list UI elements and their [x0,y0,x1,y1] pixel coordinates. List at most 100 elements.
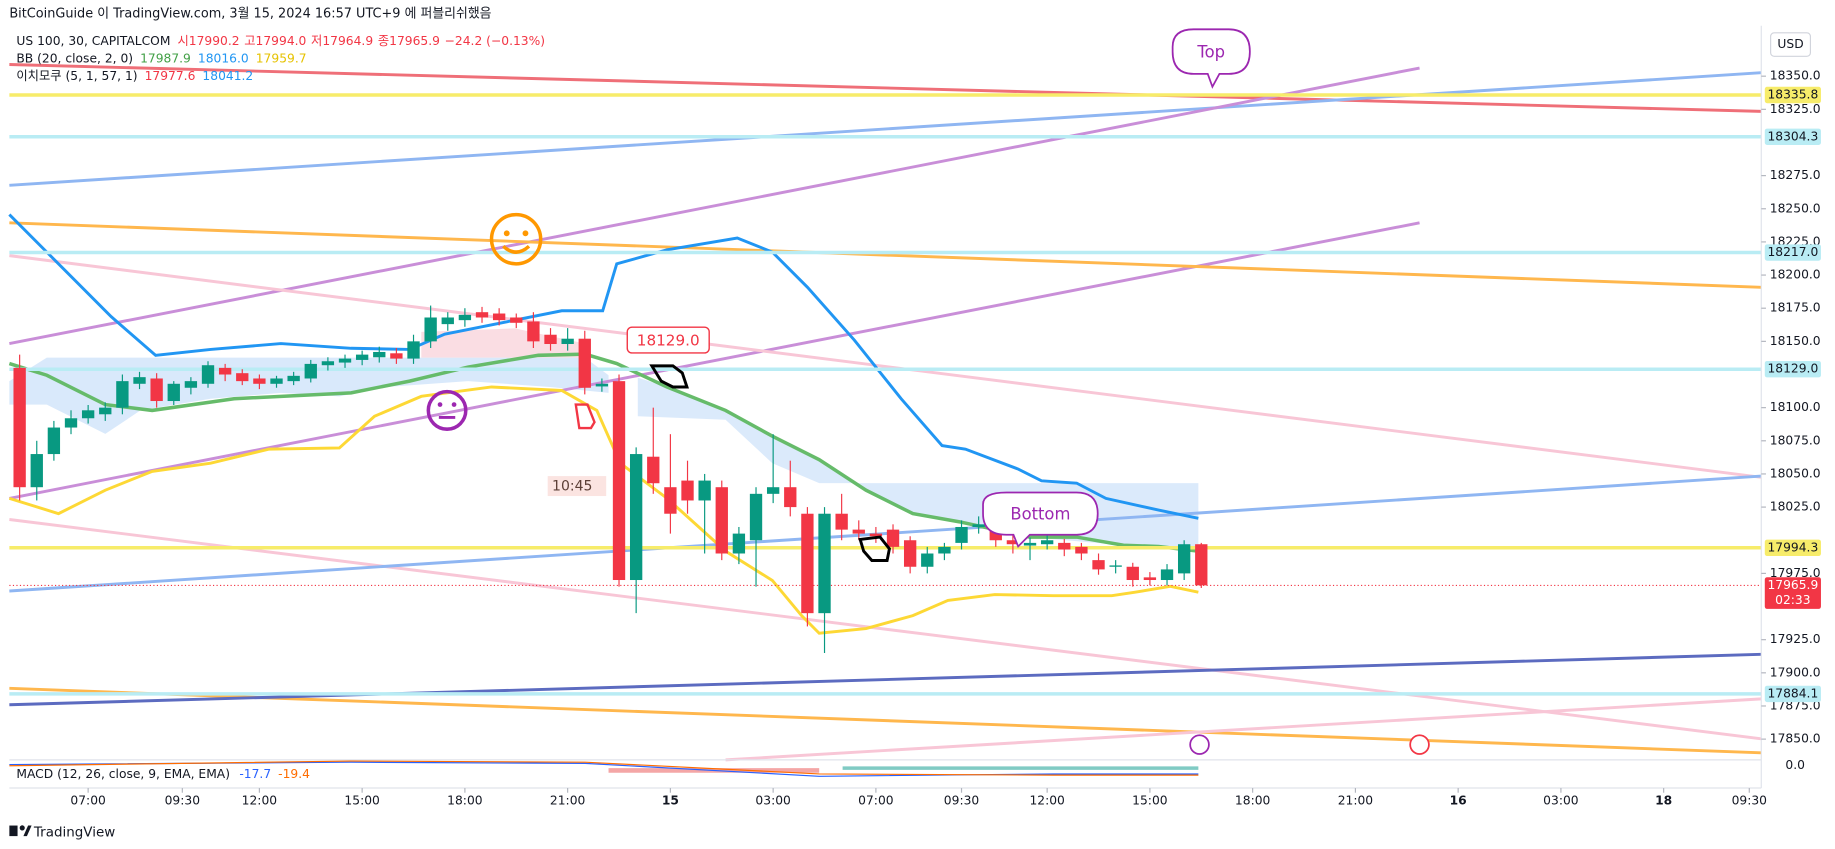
y-tick-label: 18250.0 [1770,201,1821,215]
y-tick-label: 18150.0 [1770,334,1821,348]
candle-body [99,407,112,415]
price-label: 17884.1 [1767,686,1818,700]
candle-body [955,526,968,543]
candle-body [647,456,660,484]
candle-body [1160,569,1174,581]
price-label: 18304.3 [1767,129,1818,143]
candle-body [304,363,317,379]
candle-body [355,354,369,360]
price-label: 18129.0 [1767,362,1818,376]
candle-body [321,361,335,366]
candle-body [116,381,129,408]
candle-body [921,553,934,567]
candle-body [167,383,180,402]
candle-body [1092,560,1105,570]
trendline [9,63,1762,113]
footer: TradingView [33,825,115,841]
candle-body [1109,565,1122,567]
candle-body [852,529,865,534]
candle-body [201,365,215,384]
y-tick-label: 18075.0 [1770,433,1821,447]
candle-body [475,312,489,318]
candle-body [818,513,831,614]
x-tick-label: 07:00 [70,793,105,807]
price-label-bg [1764,360,1821,378]
trendline [9,66,1420,346]
candle-body [1006,540,1020,545]
x-tick-label: 09:30 [165,793,200,807]
x-tick-label: 12:00 [1029,793,1064,807]
ichimoku-cloud [9,357,609,434]
emoji [426,389,468,431]
macd-line [9,761,1199,777]
y-tick-label: 17925.0 [1770,632,1821,646]
candle-body [629,454,643,581]
candle-body [1126,566,1139,581]
candle-body [236,373,249,382]
y-tick-label: 18025.0 [1770,500,1821,514]
macd-signal [9,760,1199,776]
ohlc: 고17994.0 [244,34,306,48]
currency-box[interactable] [1770,32,1812,57]
price-label-bg [1764,86,1821,104]
candle-body [903,540,917,567]
event-icon[interactable] [1409,734,1430,755]
candle-body [13,367,26,488]
y-tick-label: 18275.0 [1770,168,1821,182]
callout: Bottom [982,491,1099,549]
y-tick-label: 17850.0 [1770,732,1821,746]
x-tick-label: 21:00 [1338,793,1373,807]
x-tick-label: 03:00 [1543,793,1578,807]
x-tick-label: 12:00 [242,793,277,807]
time-note-bg [547,476,607,497]
x-tick-label: 09:30 [1732,793,1767,807]
candle-body [886,529,900,547]
candle-body [150,378,163,402]
candle-body [1023,542,1037,546]
trendline [9,71,1762,187]
y-tick-label: 17975.0 [1770,566,1821,580]
ohlc: 저17964.9 [311,34,373,48]
candle-body [527,321,540,342]
candle-body [338,358,352,363]
x-tick-label: 15 [662,793,679,807]
callout-text: Top [1196,42,1225,61]
y-tick-label: 18175.0 [1770,301,1821,315]
trendline [725,697,1762,762]
price-lines [9,93,1762,696]
trendline [9,254,1762,479]
bb-basis [8,352,1199,553]
callout: Top [1171,28,1251,89]
currency: USD [1777,37,1803,51]
candle-body [1040,540,1054,545]
candle-body [664,487,677,514]
macd-value: -17.7 [239,766,271,780]
bb-value: 17987.9 [140,51,191,65]
candle-body [424,317,437,342]
candle-body [64,418,78,428]
time-note: 10:45 [552,479,592,495]
candle-body [47,427,61,455]
ichimoku-label: 이치모쿠 (5, 1, 57, 1) [16,69,137,83]
candle-body [681,480,694,501]
event-icon[interactable] [1189,734,1210,755]
symbol: US 100, 30, CAPITALCOM [16,34,170,48]
candle-body [801,513,814,614]
candle-body [81,410,95,419]
x-tick-label: 09:30 [944,793,979,807]
last-price-label: 17965.9 [1767,578,1818,592]
candle-body [492,313,506,321]
candle-body [784,487,797,508]
x-tick-label: 18:00 [1235,793,1270,807]
candle-body [218,367,232,375]
candle-body [732,533,746,554]
candle-body [561,338,574,345]
candle-body [578,338,591,388]
candle-body [749,493,763,541]
candle-body [441,317,454,325]
price-note: 18129.0 [626,326,710,354]
x-tick-label: 18 [1655,793,1672,807]
candle-body [766,487,780,494]
ichimoku-cloud [421,328,586,358]
